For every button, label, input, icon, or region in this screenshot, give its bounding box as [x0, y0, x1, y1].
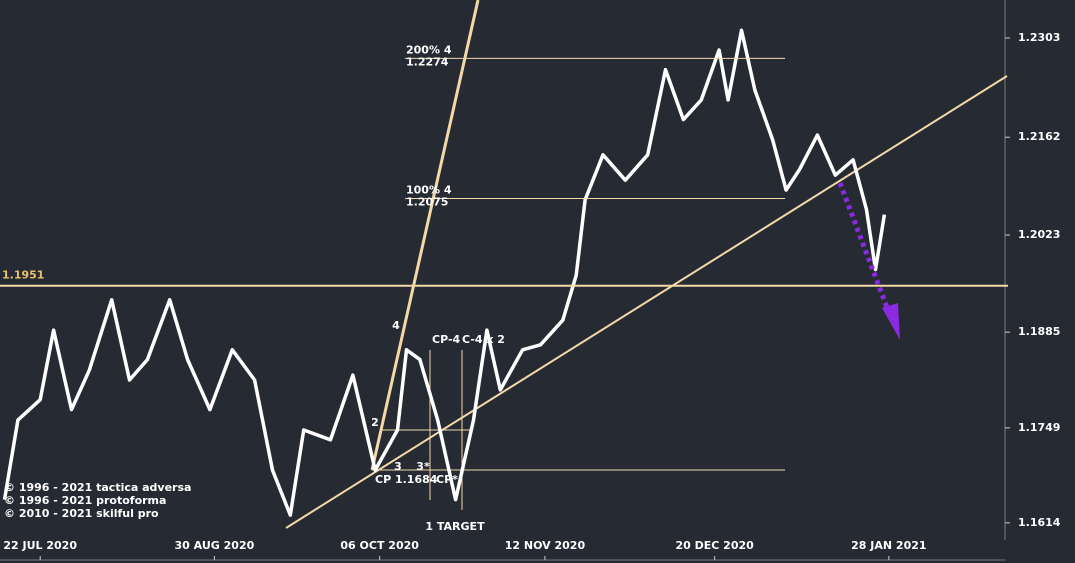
y-tick-label: 1.2023 [1018, 228, 1060, 241]
y-tick-label: 1.1614 [1018, 516, 1061, 529]
annotation: CP* [436, 473, 458, 486]
level-label: 1.2075 [406, 195, 448, 208]
annotation: © 2010 - 2021 skilful pro [4, 507, 159, 520]
arrow-head [882, 303, 900, 340]
y-tick-label: 1.1885 [1018, 325, 1060, 338]
annotation: CP 1.1684 [375, 473, 438, 486]
fan-line [370, 0, 480, 471]
annotation: © 1996 - 2021 protoforma [4, 494, 166, 507]
annotation: 4 [392, 319, 400, 332]
annotation: 2 [371, 416, 379, 429]
price-line [2, 28, 887, 517]
annotation: 3* [416, 460, 430, 473]
annotation: CP-4 [432, 333, 461, 346]
x-tick-label: 28 JAN 2021 [851, 539, 926, 552]
x-tick-label: 12 NOV 2020 [505, 539, 586, 552]
annotation: C-4 x 2 [462, 333, 505, 346]
annotation: 1 TARGET [425, 520, 485, 533]
x-tick-label: 22 JUL 2020 [3, 539, 77, 552]
x-tick-label: 30 AUG 2020 [175, 539, 255, 552]
annotation: © 1996 - 2021 tactica adversa [4, 481, 191, 494]
level-label: 1.2274 [406, 55, 449, 68]
annotation: 3 [394, 460, 402, 473]
projection-arrow [837, 182, 891, 311]
x-tick-label: 06 OCT 2020 [340, 539, 419, 552]
y-tick-label: 1.2162 [1018, 130, 1060, 143]
level-tag: 200% 4 [406, 43, 452, 56]
level-tag: 100% 4 [406, 183, 452, 196]
y-tick-label: 1.1749 [1018, 421, 1060, 434]
level-label: 1.1951 [2, 269, 44, 282]
x-tick-label: 20 DEC 2020 [676, 539, 755, 552]
y-tick-label: 1.2303 [1018, 31, 1060, 44]
plot [2, 28, 887, 517]
trendline [285, 75, 1008, 529]
